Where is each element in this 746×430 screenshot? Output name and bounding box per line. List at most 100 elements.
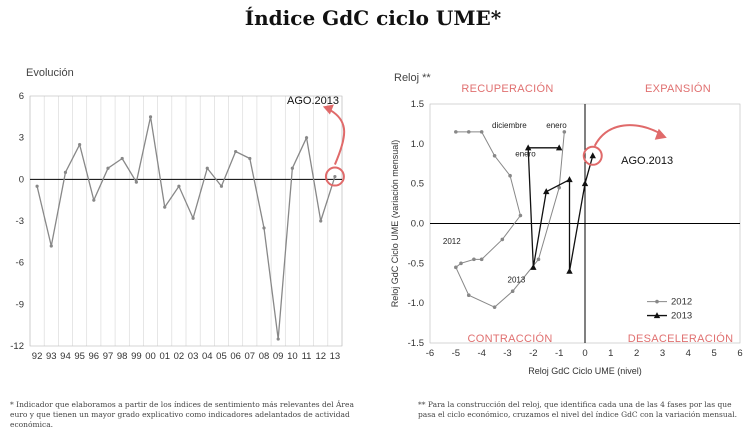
- x-tick-label: 96: [89, 351, 100, 362]
- y-tick-label: 0.0: [411, 219, 424, 230]
- series-2012-point: [466, 130, 471, 134]
- page-title: Índice GdC ciclo UME*: [244, 6, 502, 30]
- y-tick-label: -1.0: [408, 298, 424, 309]
- x-tick-label: 01: [159, 351, 170, 362]
- y-tick-label: -12: [10, 341, 24, 352]
- quadrant-desaceleracion: DESACELERACIÓN: [628, 332, 734, 345]
- x-tick-label: 3: [660, 348, 665, 359]
- x-tick-label: 6: [737, 348, 742, 359]
- x-tick-label: -6: [426, 348, 434, 359]
- data-point: [304, 136, 309, 140]
- x-tick-label: 07: [245, 351, 256, 362]
- data-point: [49, 244, 53, 248]
- x-tick-label: 06: [230, 351, 241, 362]
- series-2012-point: [518, 213, 523, 218]
- legend-2012-label: 2012: [671, 297, 692, 308]
- x-tick-label: 0: [582, 348, 587, 359]
- y-axis-label: Reloj GdC Ciclo UME (variación mensual): [390, 140, 400, 308]
- data-point: [63, 170, 68, 174]
- series-2013-point: [555, 144, 563, 151]
- series-line: [36, 116, 336, 340]
- series-2013-point: [543, 188, 550, 195]
- x-axis-label: Reloj GdC Ciclo UME (nivel): [528, 366, 642, 376]
- annotation-arrow: [593, 124, 662, 147]
- series-2012-point: [459, 261, 463, 266]
- highlight-circle: [324, 166, 345, 187]
- series-2013-point: [530, 263, 537, 270]
- quadrant-expansion: EXPANSIÓN: [645, 82, 711, 95]
- y-tick-label: 1.5: [411, 99, 424, 110]
- data-point: [35, 184, 39, 188]
- data-point: [234, 149, 238, 154]
- x-tick-label: 94: [60, 351, 71, 362]
- data-point: [92, 198, 96, 202]
- data-point: [319, 219, 323, 223]
- x-tick-label: 98: [117, 351, 128, 362]
- label-year-2012: 2012: [443, 237, 461, 246]
- x-tick-label: 10: [287, 351, 298, 362]
- series-2013-line: [527, 147, 594, 272]
- data-point: [78, 143, 82, 147]
- data-point: [191, 216, 195, 220]
- x-tick-label: -2: [529, 348, 537, 359]
- x-tick-label: 5: [712, 348, 717, 359]
- series-2012-point: [500, 237, 505, 242]
- data-point: [290, 166, 294, 170]
- highlight-circle: [582, 145, 603, 166]
- annotation-label: AGO.2013: [621, 155, 673, 167]
- arrow-head: [322, 104, 334, 115]
- data-point: [106, 166, 110, 170]
- x-tick-label: 99: [131, 351, 142, 362]
- data-point: [177, 184, 181, 188]
- x-tick-label: 95: [74, 351, 85, 362]
- x-tick-label: 97: [103, 351, 114, 362]
- series-2012-point: [454, 130, 458, 134]
- data-point: [205, 166, 209, 170]
- quadrant-recuperacion: RECUPERACIÓN: [461, 82, 553, 95]
- series-2013-point: [524, 144, 532, 151]
- annotation-arrow: [330, 109, 346, 165]
- series-2012-point: [510, 289, 515, 294]
- x-tick-label: 09: [273, 351, 284, 362]
- quadrant-contraccion: CONTRACCIÓN: [467, 332, 552, 345]
- y-tick-label: -3: [16, 216, 24, 227]
- arrow-head: [654, 128, 667, 140]
- data-point: [248, 156, 252, 161]
- series-2013-point: [589, 152, 596, 159]
- x-tick-label: 11: [302, 351, 312, 362]
- x-tick-label: -5: [452, 348, 460, 359]
- series-2012-point: [466, 293, 471, 298]
- y-tick-label: -1.5: [408, 338, 424, 349]
- data-point: [333, 174, 337, 179]
- y-tick-label: 0.5: [411, 179, 424, 190]
- x-tick-label: 93: [46, 351, 57, 362]
- x-tick-label: 13: [330, 351, 341, 362]
- legend-2012-marker: [655, 299, 659, 304]
- y-tick-label: -0.5: [408, 258, 424, 269]
- x-tick-label: 05: [216, 351, 227, 362]
- x-tick-label: 2: [634, 348, 639, 359]
- x-tick-label: 1: [608, 348, 613, 359]
- series-2012-point: [472, 257, 476, 262]
- x-tick-label: -4: [477, 348, 485, 359]
- x-tick-label: 12: [315, 351, 326, 362]
- x-tick-label: 92: [32, 351, 43, 362]
- x-tick-label: 04: [202, 351, 213, 362]
- series-2012-point: [479, 130, 484, 134]
- x-tick-label: 03: [188, 351, 199, 362]
- y-tick-label: -6: [16, 258, 24, 269]
- series-2012-point: [479, 257, 484, 262]
- x-tick-label: -3: [503, 348, 511, 359]
- series-2012-point: [536, 257, 541, 262]
- x-tick-label: 08: [259, 351, 270, 362]
- x-tick-label: 00: [145, 351, 156, 362]
- y-tick-label: 6: [19, 91, 24, 102]
- series-2013-point: [581, 180, 589, 187]
- series-2012-point: [492, 305, 497, 309]
- series-2013-point: [566, 267, 573, 274]
- label-year-2013: 2013: [508, 275, 526, 284]
- footnote-left: * Indicador que elaboramos a partir de l…: [10, 400, 354, 429]
- label-enero-2012: enero: [546, 121, 567, 130]
- y-tick-label: -9: [16, 299, 24, 310]
